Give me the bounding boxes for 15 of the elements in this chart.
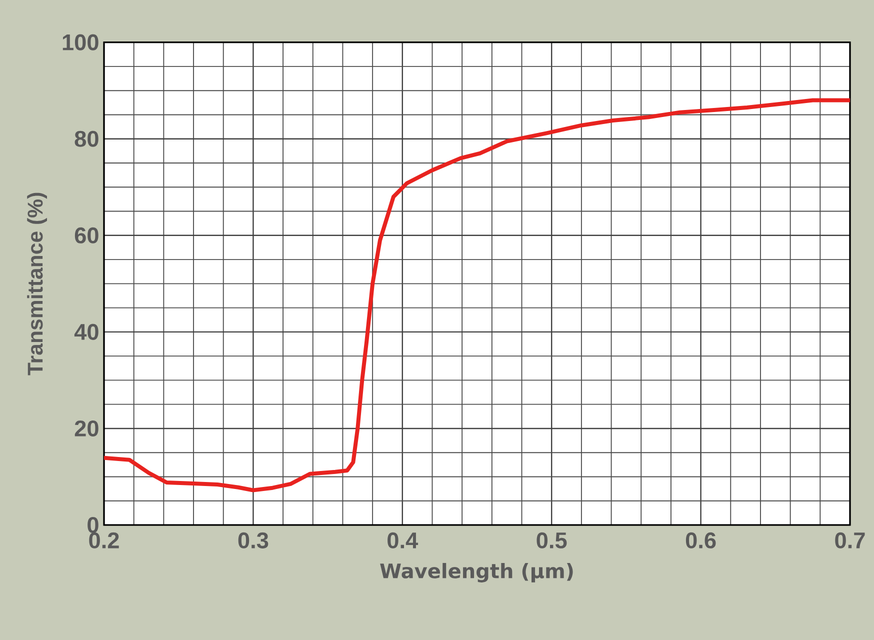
- x-tick-label: 0.4: [388, 532, 418, 548]
- y-tick-label: 40: [74, 324, 98, 340]
- x-tick-label: 0.2: [89, 532, 119, 548]
- x-axis-title: Wavelength (μm): [380, 562, 573, 582]
- y-tick-label: 100: [62, 34, 98, 50]
- y-tick-label: 0: [88, 516, 98, 534]
- x-tick-label: 0.3: [238, 532, 268, 548]
- y-tick-label: 60: [74, 227, 98, 244]
- x-tick-label: 0.7: [835, 532, 865, 548]
- x-tick-label: 0.5: [536, 532, 567, 548]
- x-tick-label: 0.6: [686, 532, 716, 548]
- y-tick-label: 80: [74, 130, 98, 147]
- y-axis-title: Transmittance (%): [27, 192, 47, 376]
- y-tick-label: 20: [74, 420, 98, 436]
- line-series: [104, 98, 850, 492]
